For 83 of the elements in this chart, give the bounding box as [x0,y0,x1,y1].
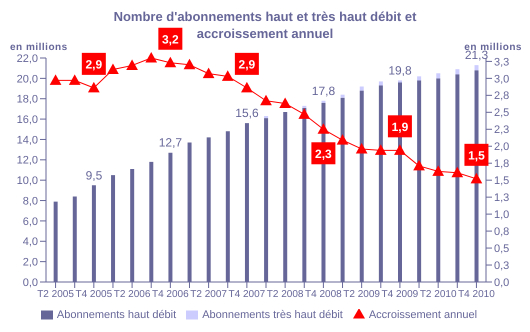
x-tick-label: T4 2007 [228,289,266,300]
y2-tick-label: 3,3 [494,56,510,68]
data-label: 2,9 [238,57,256,72]
y2-tick-label: 0,3 [494,260,510,272]
point [88,82,100,92]
data-label: 2,3 [315,146,332,161]
y2-tick-label: 3,0 [494,73,510,86]
total-label: 15,6 [235,106,259,120]
legend-label: Accroissement annuel [368,309,478,321]
point [260,95,272,106]
point [164,57,176,68]
x-tick-label: T2 2005 [37,289,74,300]
bar [360,86,364,91]
x-tick-label: T2 2009 [343,289,380,300]
y-tick-label: 6,0 [22,216,38,228]
y2-tick-label: 0,8 [494,226,510,238]
point [146,52,157,62]
y-tick-label: 0,0 [22,276,38,289]
total-label: 19,8 [388,63,412,78]
point [280,98,291,108]
x-tick-label: T2 2007 [190,289,228,300]
data-label: 3,2 [162,32,180,46]
x-tick-label: T4 2010 [458,289,496,300]
point [126,60,138,70]
y-tick-label: 4,0 [22,236,38,248]
point [337,134,348,145]
point [470,173,482,184]
bar [340,94,345,98]
legend-label: Abonnements très haut débit [202,309,343,321]
point [203,68,214,78]
point [394,144,406,155]
x-tick-label: T4 2008 [305,289,342,300]
point [298,108,310,119]
total-label: 12,7 [158,136,182,150]
y2-tick-label: 2,3 [494,124,510,136]
y2-tick-label: 2,0 [494,141,510,154]
y-tick-label: 20,0 [16,73,38,86]
y-tick-label: 18,0 [16,94,38,106]
point [241,82,252,92]
y2-tick-label: 1,0 [494,209,510,222]
y-tick-label: 2,0 [22,256,38,269]
data-label: 2,9 [85,57,102,72]
y2-tick-label: 0,0 [494,276,510,289]
total-label: 17,8 [312,84,336,98]
y-tick-label: 10,0 [16,175,38,188]
y-axis-title: en millions [10,42,68,53]
y2-tick-label: 0,5 [494,242,510,255]
x-tick-label: T2 2008 [266,289,304,300]
bar [417,76,422,80]
y2-tick-label: 2,5 [494,107,510,120]
y2-tick-label: 2,8 [494,90,510,102]
point [452,167,463,178]
point [375,144,386,155]
legend-label: Abonnements haut débit [56,309,176,321]
bar [378,81,383,86]
point [414,160,425,170]
point [107,64,118,74]
point [356,143,368,154]
point [69,74,80,85]
y-tick-label: 8,0 [22,195,38,208]
x-tick-label: T4 2009 [382,289,419,300]
x-tick-label: T2 2006 [114,289,151,300]
y-tick-label: 14,0 [16,134,38,146]
y-tick-label: 12,0 [16,154,38,167]
x-tick-label: T4 2005 [75,289,113,300]
y2-tick-label: 1,3 [494,192,510,204]
y2-tick-label: 1,8 [494,158,510,170]
y-tick-label: 16,0 [16,114,38,126]
point [184,59,195,70]
bar [436,73,440,78]
total-label: 9,5 [86,168,103,182]
point [222,70,234,81]
x-tick-label: T4 2006 [152,289,190,300]
bar [455,69,460,74]
point [432,166,444,176]
data-label: 1,5 [468,148,486,162]
y-tick-label: 22,0 [16,52,38,65]
data-label: 1,9 [392,120,409,134]
point [318,124,329,134]
point [50,74,62,85]
bar [474,65,479,70]
x-tick-label: T2 2010 [420,289,457,300]
y2-tick-label: 1,5 [494,175,510,188]
